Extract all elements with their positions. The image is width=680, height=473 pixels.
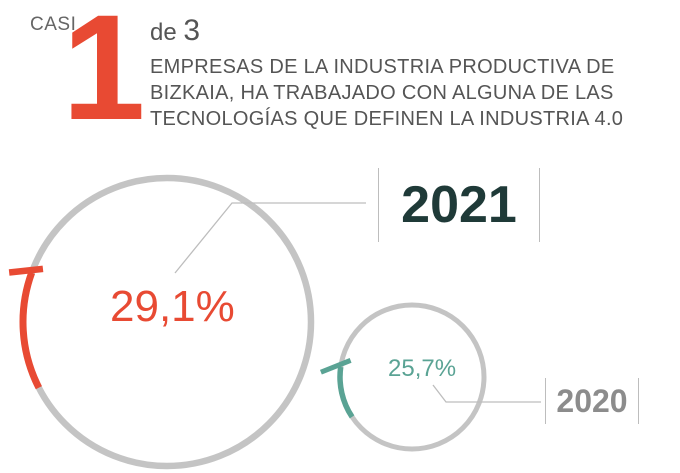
value-label-2021: 29,1% [110,282,235,331]
start-tick-2020 [319,358,352,375]
big-number-one: 1 [62,0,145,151]
headline-text: EMPRESAS DE LA INDUSTRIA PRODUCTIVA DE B… [150,56,624,130]
value-arc-2021 [19,271,42,390]
tres-number: 3 [183,14,201,47]
year-label-2021: 2021 [378,168,540,242]
leader-line-2020 [432,384,541,403]
start-tick-2021 [8,265,44,276]
ring-2021 [8,174,366,470]
value-arc-2020 [337,366,355,419]
leader-line-2021 [174,202,366,274]
casi-label: CASI [30,14,77,35]
ring-2020 [319,302,541,452]
value-label-2020: 25,7% [388,355,457,382]
de-text: de [150,19,177,46]
de-tres-label: de 3 [150,14,200,48]
year-label-2020: 2020 [545,378,639,424]
